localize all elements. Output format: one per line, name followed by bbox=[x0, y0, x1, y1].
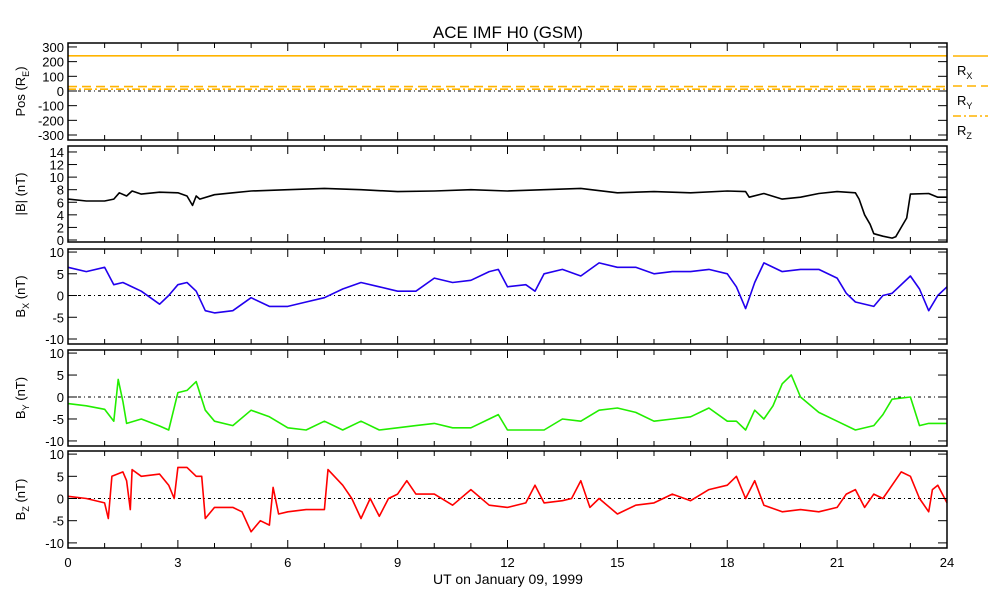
y-tick-label: 10 bbox=[50, 245, 64, 260]
y-tick-label: 200 bbox=[42, 55, 64, 70]
x-tick-label: 12 bbox=[500, 555, 514, 570]
y-axis-label-suffix: (nT) bbox=[13, 377, 28, 404]
y-axis-label-bz: BZ (nT) bbox=[13, 479, 31, 521]
x-axis-label: UT on January 09, 1999 bbox=[433, 571, 583, 587]
y-axis-label-main: B bbox=[13, 309, 28, 318]
panel-bx: -10 -5 0 5 10 BX (nT) bbox=[13, 245, 948, 347]
y-axis-label-subscript: X bbox=[21, 303, 31, 309]
y-axis-label-bx: BX (nT) bbox=[13, 275, 31, 317]
series-line-b bbox=[67, 187, 947, 239]
x-tick-label: 18 bbox=[720, 555, 734, 570]
y-tick-label: -100 bbox=[38, 99, 64, 114]
x-tick-label: 21 bbox=[830, 555, 844, 570]
y-axis-label-main: Pos (R bbox=[13, 77, 28, 117]
panel-frame bbox=[67, 42, 948, 141]
y-tick-label: 12 bbox=[50, 158, 64, 173]
panel-frame bbox=[67, 450, 948, 549]
y-tick-label: -5 bbox=[52, 412, 64, 427]
y-tick-label: 0 bbox=[57, 390, 64, 405]
y-tick-label: -10 bbox=[45, 332, 64, 347]
y-tick-label: 300 bbox=[42, 40, 64, 55]
y-tick-label: 0 bbox=[57, 289, 64, 304]
x-tick-label: 3 bbox=[174, 555, 181, 570]
y-axis-label-main: B bbox=[13, 512, 28, 521]
panel-by: -10 -5 0 5 10 BY (nT) bbox=[13, 346, 948, 449]
y-tick-label: 0 bbox=[57, 492, 64, 507]
y-axis-label-suffix: (nT) bbox=[13, 479, 28, 506]
legend-label-main: R bbox=[957, 63, 966, 78]
y-axis-label-by: BY (nT) bbox=[13, 377, 31, 419]
y-axis-label-main: B bbox=[13, 410, 28, 419]
panel-bz: -10 -5 0 5 10 BZ (nT) bbox=[13, 447, 948, 551]
y-tick-label: 10 bbox=[50, 346, 64, 361]
y-tick-label: -5 bbox=[52, 310, 64, 325]
legend-label-rx: RX bbox=[957, 63, 972, 81]
y-axis-label-suffix: ) bbox=[13, 66, 28, 70]
x-tick-label: 9 bbox=[394, 555, 401, 570]
chart-title: ACE IMF H0 (GSM) bbox=[433, 23, 583, 42]
legend-label-main: R bbox=[957, 93, 966, 108]
series-line-bz bbox=[67, 466, 948, 533]
y-tick-label: 8 bbox=[57, 183, 64, 198]
y-tick-label: 4 bbox=[57, 208, 64, 223]
y-tick-label: 14 bbox=[50, 145, 64, 160]
series-line-bx bbox=[67, 262, 948, 314]
legend-label-subscript: Z bbox=[966, 131, 972, 141]
y-tick-label: -5 bbox=[52, 514, 64, 529]
y-tick-label: 2 bbox=[57, 220, 64, 235]
y-axis-label-suffix: (nT) bbox=[13, 275, 28, 302]
y-axis-label-subscript: E bbox=[21, 71, 31, 77]
x-tick-label: 6 bbox=[284, 555, 291, 570]
x-tick-label: 0 bbox=[64, 555, 71, 570]
series-line-by bbox=[67, 374, 947, 431]
y-tick-label: 5 bbox=[57, 267, 64, 282]
y-tick-label: -300 bbox=[38, 128, 64, 143]
legend-label-rz: RZ bbox=[957, 123, 972, 141]
y-tick-label: 0 bbox=[57, 84, 64, 99]
y-tick-label: 5 bbox=[57, 469, 64, 484]
y-tick-label: 100 bbox=[42, 69, 64, 84]
panel-frame bbox=[67, 349, 948, 447]
panel-frame bbox=[67, 248, 948, 345]
y-axis-label-pos: Pos (RE) bbox=[13, 66, 31, 116]
y-axis-label-subscript: Y bbox=[21, 404, 31, 410]
y-tick-label: -10 bbox=[45, 536, 64, 551]
y-tick-label: -200 bbox=[38, 113, 64, 128]
legend-label-main: R bbox=[957, 123, 966, 138]
y-tick-label: 5 bbox=[57, 368, 64, 383]
legend-label-subscript: X bbox=[966, 71, 972, 81]
legend-label-ry: RY bbox=[957, 93, 972, 111]
y-tick-label: 0 bbox=[57, 233, 64, 248]
y-tick-label: -10 bbox=[45, 434, 64, 449]
legend-label-subscript: Y bbox=[966, 101, 972, 111]
y-axis-label-subscript: Z bbox=[21, 506, 31, 512]
y-tick-label: 10 bbox=[50, 170, 64, 185]
y-tick-label: 10 bbox=[50, 447, 64, 462]
x-tick-label: 15 bbox=[610, 555, 624, 570]
x-tick-label: 24 bbox=[940, 555, 954, 570]
y-tick-label: 6 bbox=[57, 195, 64, 210]
y-axis-label-bmag: |B| (nT) bbox=[13, 173, 28, 216]
y-axis-label-main: |B| (nT) bbox=[13, 173, 28, 216]
